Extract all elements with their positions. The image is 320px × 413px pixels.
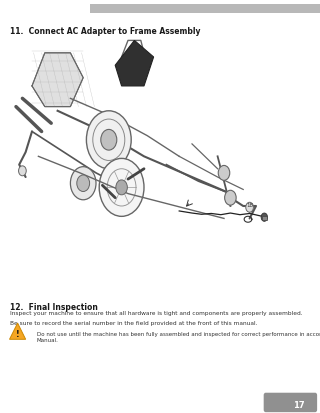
Circle shape [116, 180, 127, 195]
Circle shape [101, 130, 117, 151]
Text: 18: 18 [246, 202, 253, 207]
FancyBboxPatch shape [90, 5, 320, 14]
Polygon shape [10, 323, 26, 339]
Text: Do not use until the machine has been fully assembled and inspected for correct : Do not use until the machine has been fu… [37, 331, 320, 342]
FancyBboxPatch shape [264, 393, 317, 412]
Text: 17: 17 [293, 400, 305, 409]
Circle shape [19, 166, 26, 176]
Circle shape [70, 167, 96, 200]
Circle shape [218, 166, 230, 181]
Text: !: ! [16, 329, 20, 338]
Text: Inspect your machine to ensure that all hardware is tight and components are pro: Inspect your machine to ensure that all … [10, 311, 302, 316]
Circle shape [261, 214, 268, 222]
Circle shape [246, 203, 253, 213]
Polygon shape [32, 54, 83, 107]
Text: Be sure to record the serial number in the field provided at the front of this m: Be sure to record the serial number in t… [10, 320, 257, 325]
Polygon shape [115, 41, 154, 87]
FancyBboxPatch shape [262, 216, 267, 221]
Circle shape [77, 176, 90, 192]
Circle shape [86, 112, 131, 169]
Circle shape [99, 159, 144, 217]
Text: 12.  Final Inspection: 12. Final Inspection [10, 302, 98, 311]
Circle shape [225, 191, 236, 206]
Text: 11.  Connect AC Adapter to Frame Assembly: 11. Connect AC Adapter to Frame Assembly [10, 27, 200, 36]
